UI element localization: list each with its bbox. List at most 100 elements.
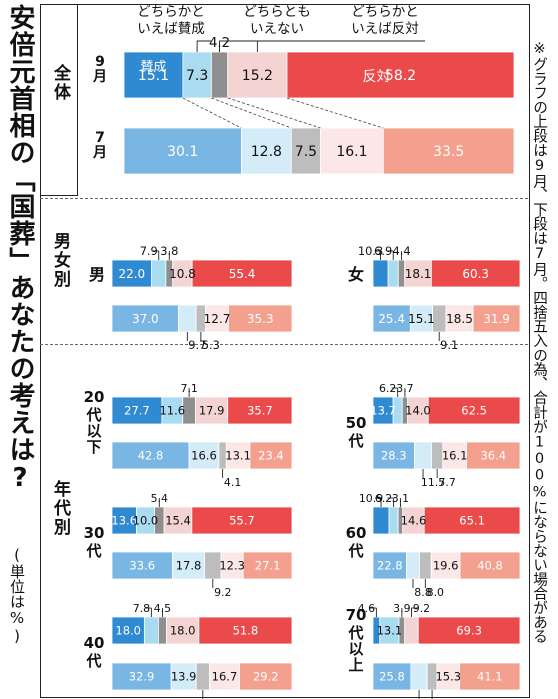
- bar-segment-support: [111, 662, 172, 691]
- data-label: 29.2: [253, 670, 279, 684]
- row-label-month: 7: [95, 130, 105, 146]
- data-label: 16.1: [336, 144, 367, 160]
- data-label: 33.5: [433, 144, 464, 160]
- data-label: 16.1: [442, 449, 468, 463]
- legend-leader: [196, 40, 211, 52]
- legend-label-neutral: いえない: [250, 21, 304, 37]
- bar-segment-lean_oppose: [445, 304, 474, 333]
- data-label: 30.1: [167, 144, 198, 160]
- group-label: 代: [347, 432, 363, 450]
- data-label: 33.6: [129, 559, 155, 573]
- data-label-callout: 7.1: [180, 382, 197, 395]
- data-label-callout: 7.7: [438, 476, 455, 489]
- legend-label-neutral: どちらとも: [243, 4, 311, 20]
- data-label-callout: 8.0: [427, 586, 444, 599]
- bar-segment-oppose: [382, 127, 515, 175]
- data-label-callout: 10.9: [359, 492, 383, 505]
- group-label: 以: [86, 422, 101, 440]
- data-label: 69.3: [456, 624, 482, 638]
- legend-label-lean_oppose: どちらかと: [351, 4, 419, 20]
- bar-segment-support: [123, 127, 242, 175]
- bar-segment-oppose: [198, 616, 293, 645]
- bar-segment-lean_support: [178, 304, 197, 333]
- bar-segment-oppose: [459, 551, 521, 580]
- data-label: 15.2: [242, 68, 273, 84]
- bar-segment-neutral: [195, 662, 210, 691]
- data-label: 18.0: [115, 624, 141, 638]
- group-label: 50: [346, 414, 367, 432]
- data-label-callout: 8.8: [414, 586, 431, 599]
- legend-leader: [256, 40, 425, 52]
- group-label: 上: [348, 656, 363, 674]
- data-label: 12.3: [219, 559, 245, 573]
- data-label-callout: 6.2: [379, 382, 396, 395]
- data-label: 10.8: [169, 267, 196, 281]
- legend-leader: [219, 40, 317, 52]
- bar-segment-lean_support: [151, 259, 167, 288]
- bar-segment-support: [111, 441, 190, 470]
- data-label: 32.9: [129, 670, 155, 684]
- data-label: 15.1: [408, 312, 435, 326]
- data-label: 18.1: [405, 267, 432, 281]
- bar-segment-lean_support: [410, 662, 428, 691]
- section-label-gender: 男女別: [50, 232, 70, 289]
- bar-segment-oppose: [427, 396, 521, 425]
- bar-segment-lean_oppose: [163, 506, 193, 535]
- data-label: 17.9: [199, 404, 225, 418]
- bar-segment-oppose: [191, 506, 293, 535]
- bar-segment-lean_support: [387, 259, 399, 288]
- data-label-callout: 7.4: [204, 697, 221, 699]
- data-label: 31.9: [483, 312, 510, 326]
- legend-label-lean_support: いえば賛成: [137, 21, 205, 37]
- group-label: 以: [348, 640, 363, 658]
- bar-segment-support: [111, 304, 179, 333]
- data-label-callout: 10.3: [358, 244, 383, 258]
- bar-segment-oppose: [459, 662, 521, 691]
- section-divider: [40, 198, 528, 199]
- data-label-callout: 7.8: [133, 602, 150, 615]
- data-label: 14.6: [401, 514, 427, 528]
- data-label: 15.1: [138, 68, 169, 84]
- bar-segment-lean_support: [188, 441, 220, 470]
- data-label: 13.7: [370, 404, 396, 418]
- legend-label-lean_oppose: いえば反対: [351, 21, 419, 37]
- group-label: 代: [85, 406, 101, 424]
- data-label: 27.7: [124, 404, 150, 418]
- bar-segment-lean_oppose: [209, 662, 240, 691]
- group-label: 代: [85, 542, 101, 560]
- data-label: 18.0: [170, 624, 196, 638]
- chart-panel: [40, 4, 530, 698]
- connector-line: [211, 97, 292, 129]
- data-label: 25.4: [378, 312, 405, 326]
- bar-segment-neutral: [210, 51, 229, 99]
- bar-segment-oppose: [239, 662, 293, 691]
- bar-segment-neutral: [157, 616, 167, 645]
- bar-segment-support: [372, 304, 411, 333]
- data-label: 19.6: [433, 559, 459, 573]
- group-label: 70: [346, 606, 367, 624]
- data-label: 23.4: [258, 449, 284, 463]
- bar-segment-lean_oppose: [404, 259, 432, 288]
- bar-segment-support: [111, 616, 145, 645]
- data-label: 55.4: [229, 267, 256, 281]
- bar-segment-lean_oppose: [320, 127, 384, 175]
- data-label: 7.3: [186, 68, 208, 84]
- bar-segment-support: [372, 441, 415, 470]
- bar-segment-oppose: [191, 259, 293, 288]
- group-label: 下: [86, 438, 101, 456]
- group-label: 20: [84, 388, 105, 406]
- data-label: 13.9: [171, 670, 197, 684]
- data-label: 35.3: [247, 312, 274, 326]
- data-label: 14.0: [405, 404, 431, 418]
- connector-line: [227, 97, 321, 129]
- row-label-month: 9: [95, 54, 105, 70]
- data-label: 15.3: [435, 670, 461, 684]
- data-label-callout: 4.1: [224, 476, 241, 489]
- data-label: 11.6: [159, 404, 185, 418]
- bar-segment-oppose: [227, 396, 293, 425]
- data-label: 12.8: [251, 144, 282, 160]
- bar-segment-lean_oppose: [195, 396, 229, 425]
- unit-note: (単位は%): [8, 546, 26, 645]
